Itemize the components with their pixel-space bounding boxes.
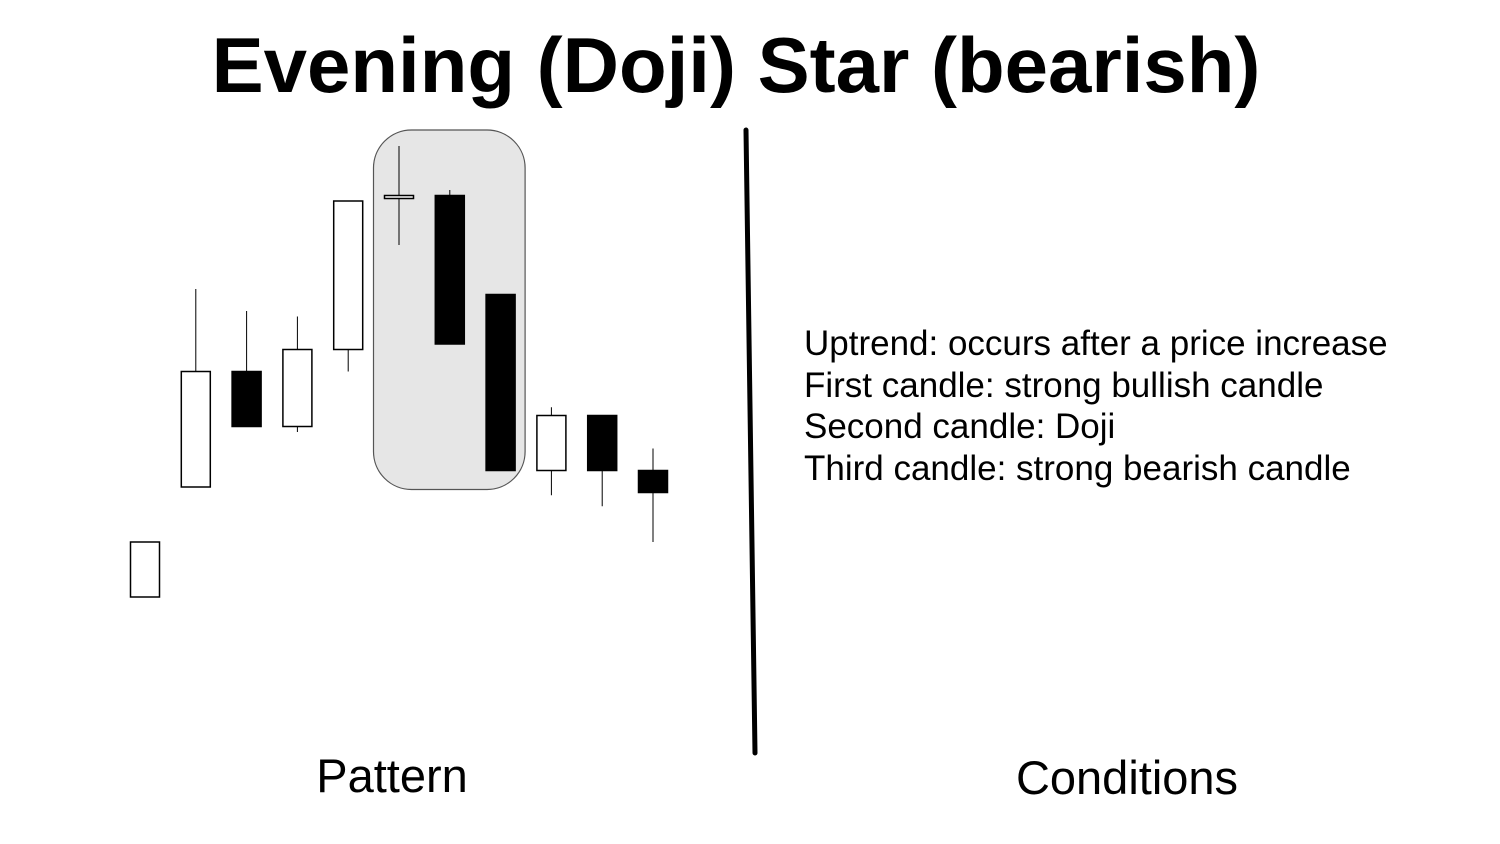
candle-5-body xyxy=(332,200,364,351)
page-title: Evening (Doji) Star (bearish) xyxy=(211,21,1261,109)
condition-uptrend: Uptrend: occurs after a price increase xyxy=(804,324,1388,363)
candle-6 xyxy=(383,146,415,245)
condition-first-candle: First candle: strong bullish candle xyxy=(804,365,1324,405)
candle-2 xyxy=(180,289,212,488)
candle-4 xyxy=(282,316,313,432)
candle-10 xyxy=(586,414,618,507)
candle-11 xyxy=(637,448,669,542)
condition-third-candle: Third candle: strong bearish candle xyxy=(804,448,1351,488)
candle-10-body xyxy=(586,414,618,472)
candle-7 xyxy=(434,190,466,345)
candle-9 xyxy=(536,407,567,496)
candle-6-body xyxy=(383,194,415,200)
candle-8-body xyxy=(485,293,516,472)
candle-7-body xyxy=(434,194,466,345)
pattern-label: Pattern xyxy=(316,749,468,802)
candle-11-body xyxy=(637,469,669,494)
candle-3-body xyxy=(231,370,262,428)
candle-8 xyxy=(485,293,516,472)
conditions-label: Conditions xyxy=(1015,751,1239,804)
candle-2-body xyxy=(180,370,212,488)
candle-5 xyxy=(332,200,364,372)
candle-9-body xyxy=(536,414,567,472)
candle-1 xyxy=(129,541,161,598)
candle-1-body xyxy=(129,541,161,598)
conditions-list: Uptrend: occurs after a price increase F… xyxy=(804,323,1388,489)
candle-4-body xyxy=(282,348,313,428)
condition-second-candle: Second candle: Doji xyxy=(804,407,1116,446)
candlestick-pattern-chart xyxy=(129,129,669,598)
candle-3 xyxy=(231,311,262,428)
